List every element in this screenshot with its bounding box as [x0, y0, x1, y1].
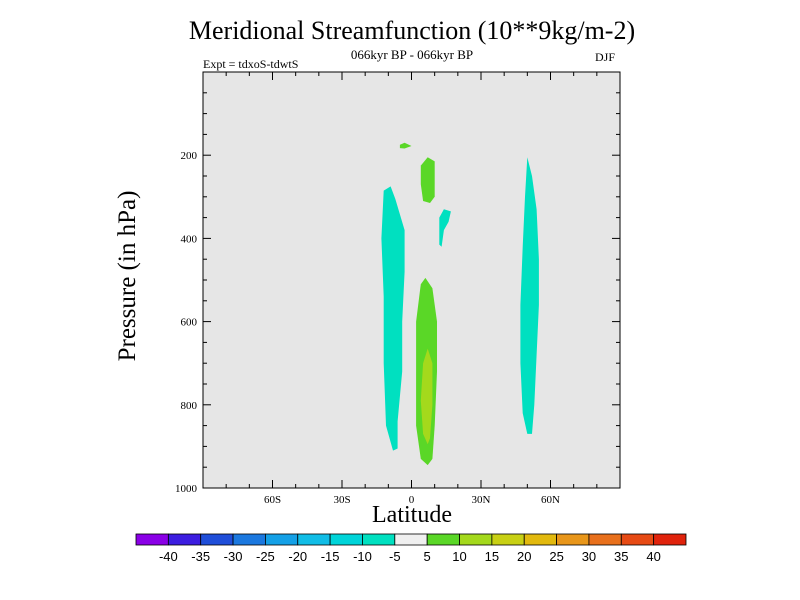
experiment-label: Expt = tdxoS-tdwtS [203, 57, 299, 71]
contour-region-nh-midlat-negative [520, 157, 539, 434]
colorbar-swatch [653, 533, 687, 546]
colorbar-label: 40 [646, 549, 660, 564]
y-tick-label: 600 [181, 317, 198, 329]
colorbar-label: -15 [321, 549, 340, 564]
contour-region-lower-positive-core [420, 348, 433, 445]
colorbar-label: -30 [224, 549, 243, 564]
colorbar-swatch [426, 533, 460, 546]
colorbar-swatch [232, 533, 266, 546]
colorbar-label: -40 [159, 549, 178, 564]
colorbar-swatch [556, 533, 590, 546]
colorbar-label: 10 [452, 549, 466, 564]
contour-region-nh-upper-small-negative [439, 209, 451, 247]
contour-region-upper-positive [420, 157, 435, 203]
colorbar-swatch [297, 533, 331, 546]
y-tick-label: 800 [181, 400, 198, 412]
x-tick-label: 60N [541, 494, 560, 506]
colorbar-swatch [362, 533, 396, 546]
colorbar-label: -25 [256, 549, 275, 564]
y-tick-label: 400 [181, 233, 198, 245]
chart-title: Meridional Streamfunction (10**9kg/m-2) [188, 16, 636, 45]
x-tick-label: 0 [409, 494, 415, 506]
plot-background [203, 72, 620, 488]
colorbar-swatch [459, 533, 493, 546]
colorbar-swatch [620, 533, 655, 546]
colorbar-label: -35 [191, 549, 210, 564]
colorbar-swatch [135, 533, 169, 546]
x-tick-label: 60S [264, 494, 281, 506]
colorbar-label: 35 [614, 549, 628, 564]
colorbar-swatch [265, 533, 299, 546]
colorbar-swatch [588, 533, 622, 546]
x-axis-label: Latitude [372, 502, 452, 528]
colorbar-label: -10 [353, 549, 372, 564]
colorbar-label: 30 [582, 549, 596, 564]
chart-subtitle: 066kyr BP - 066kyr BP [350, 47, 474, 62]
colorbar-label: 5 [424, 549, 431, 564]
colorbar-label: 15 [485, 549, 499, 564]
season-label: DJF [595, 50, 616, 64]
y-tick-label: 200 [181, 150, 198, 162]
colorbar-swatch [491, 533, 525, 546]
contour-region-tiny-upper-positive [399, 142, 412, 149]
colorbar-swatch [200, 533, 234, 546]
colorbar-swatch [167, 533, 202, 546]
colorbar-label: 20 [517, 549, 531, 564]
y-tick-label: 1000 [175, 483, 198, 495]
colorbar-swatch [394, 533, 428, 546]
colorbar-label: 25 [549, 549, 563, 564]
colorbar-swatch [523, 533, 557, 546]
x-tick-label: 30S [333, 494, 350, 506]
colorbar-swatch [329, 533, 363, 546]
colorbar-label: -20 [288, 549, 307, 564]
colorbar-label: -5 [389, 549, 401, 564]
x-tick-label: 30N [472, 494, 491, 506]
contour-region-sh-tropics-negative [381, 186, 405, 451]
